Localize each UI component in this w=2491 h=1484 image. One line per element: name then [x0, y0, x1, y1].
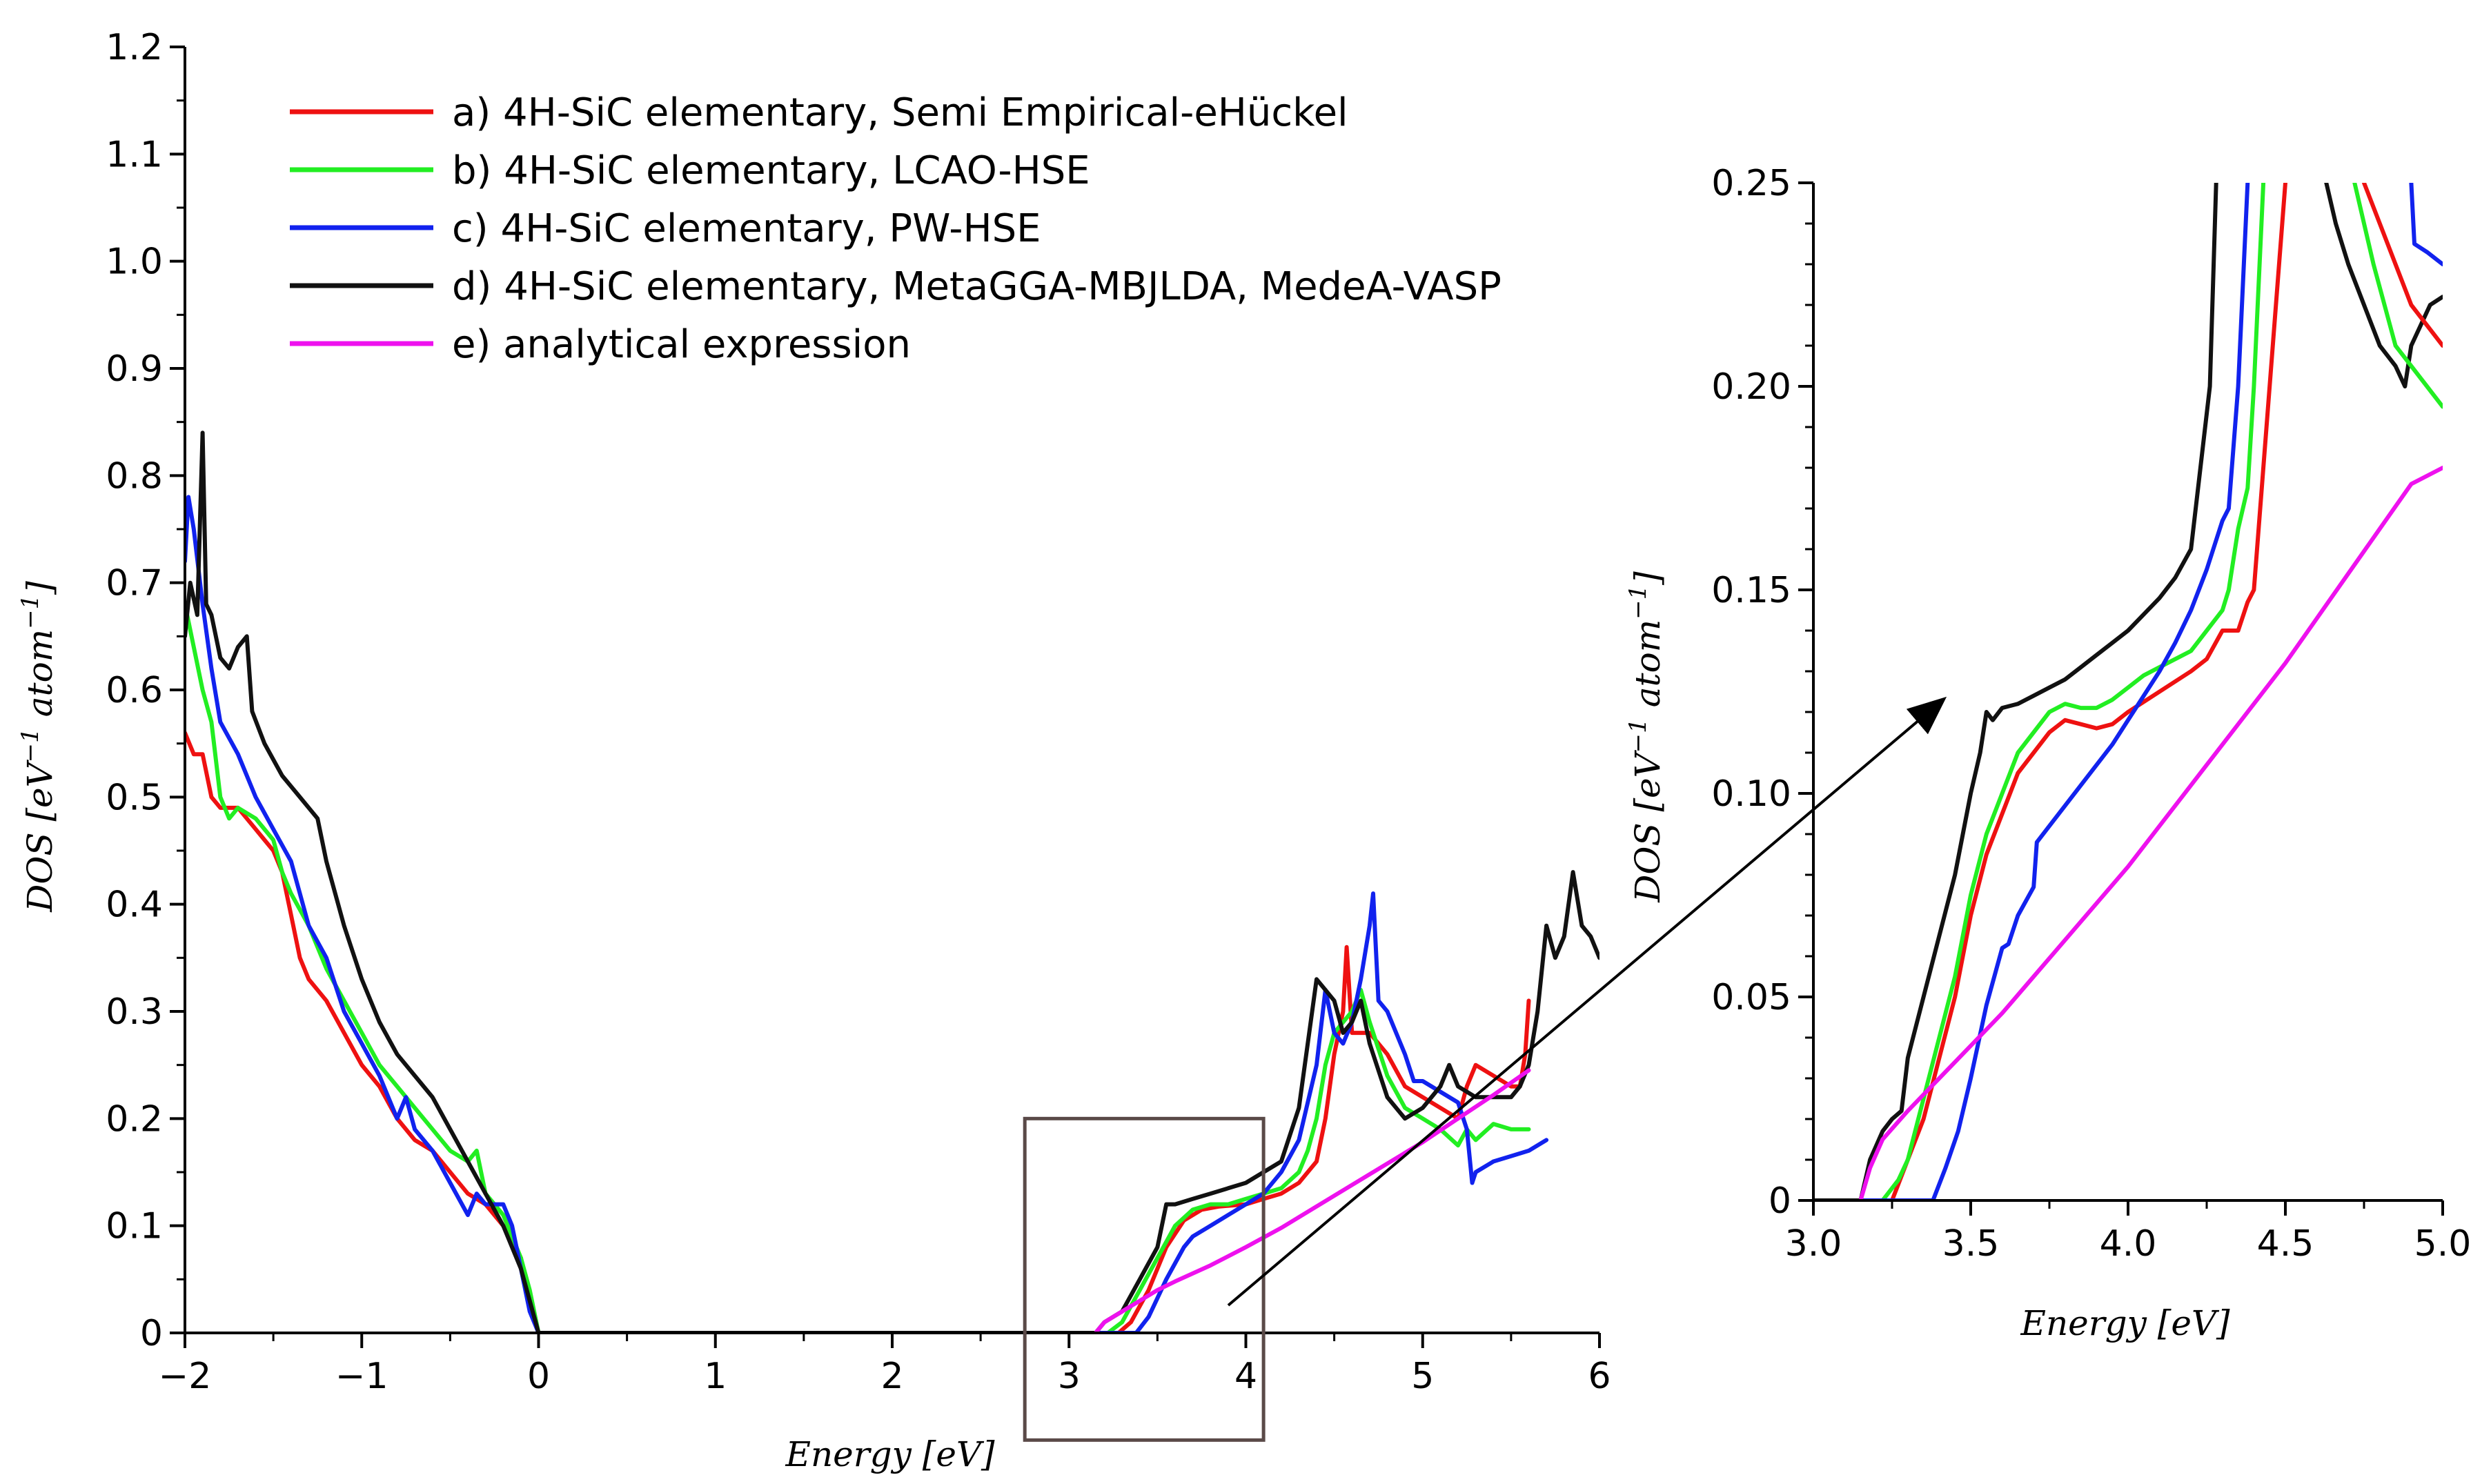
main-y-tick-label: 0.4 [106, 884, 163, 926]
main-axes [170, 46, 1601, 1348]
main-y-tick-label: 1.2 [106, 27, 163, 68]
legend-label-3: d) 4H-SiC elementary, MetaGGA-MBJLDA, Me… [452, 264, 1502, 309]
zoom-arrow [1227, 696, 1947, 1307]
legend-label-2: c) 4H-SiC elementary, PW-HSE [452, 206, 1041, 251]
main-x-tick-label: 2 [880, 1356, 903, 1397]
main-y-tick-label: 0.6 [106, 670, 163, 711]
main-y-tick-label: 0.7 [106, 563, 163, 604]
legend-label-1: b) 4H-SiC elementary, LCAO-HSE [452, 148, 1090, 193]
legend-label-0: a) 4H-SiC elementary, Semi Empirical-eHü… [452, 90, 1348, 135]
inset-x-tick-label: 4.0 [2100, 1223, 2157, 1265]
main-x-tick-label: 6 [1588, 1356, 1611, 1397]
legend-label-4: e) analytical expression [452, 322, 911, 367]
main-x-axis-title: Energy [eV] [785, 1434, 995, 1474]
main-y-tick-label: 0.3 [106, 991, 163, 1033]
inset-series-b-line [1813, 183, 2266, 1200]
inset-x-tick-label: 3.5 [1942, 1223, 2000, 1265]
inset-plot: 3.0 3.5 4.0 4.5 5.0 0 0.05 0.10 0.15 0.20 0.25 Ene… [1624, 163, 2471, 1343]
main-x-tick-label: 4 [1234, 1356, 1257, 1397]
inset-y-tick-label: 0.20 [1711, 366, 1791, 408]
inset-y-tick-label: 0 [1769, 1180, 1791, 1222]
main-x-tick-label: 1 [704, 1356, 727, 1397]
inset-axes [1798, 181, 2444, 1216]
main-tick-labels: −2 −1 0 1 2 3 4 5 6 0 0.1 0.2 0.3 0.4 0.5 0.6 0.7 0.8 0.9 1… [106, 27, 1611, 1397]
main-series-c-line [185, 495, 1549, 1333]
main-x-tick-label: −2 [159, 1356, 212, 1397]
inset-y-tick-label: 0.10 [1711, 773, 1791, 815]
main-y-tick-label: 0 [140, 1313, 163, 1354]
inset-x-tick-label: 4.5 [2257, 1223, 2314, 1265]
main-y-tick-label: 1.0 [106, 241, 163, 283]
main-x-tick-label: 0 [527, 1356, 550, 1397]
inset-series-a-right-line [2362, 183, 2443, 348]
inset-series-b-right-line [2352, 183, 2443, 409]
inset-y-axis-title: DOS [eV−1 atom−1] [1624, 571, 1668, 903]
main-x-tick-label: 3 [1058, 1356, 1081, 1397]
main-y-tick-label: 0.2 [106, 1098, 163, 1140]
inset-series-a-line [1813, 183, 2287, 1200]
main-y-tick-label: 0.8 [106, 455, 163, 497]
main-y-axis-title: DOS [eV−1 atom−1] [17, 581, 60, 913]
main-x-tick-label: 5 [1411, 1356, 1434, 1397]
main-plot: −2 −1 0 1 2 3 4 5 6 0 0.1 0.2 0.3 0.4 0.5 0.6 0.7 0.8 0.9 1… [17, 27, 1611, 1474]
inset-y-tick-label: 0.25 [1711, 163, 1791, 204]
inset-series-e-line [1858, 466, 2443, 1200]
main-y-tick-label: 0.5 [106, 777, 163, 818]
inset-series-lines [1813, 183, 2443, 1200]
main-series-a-line [185, 731, 1531, 1333]
zoom-region-box [1023, 1116, 1266, 1442]
main-y-tick-label: 1.1 [106, 134, 163, 175]
legend: a) 4H-SiC elementary, Semi Empirical-eHü… [290, 90, 1502, 367]
main-series-b-line [185, 602, 1531, 1333]
main-x-tick-label: −1 [335, 1356, 388, 1397]
main-y-tick-label: 0.1 [106, 1206, 163, 1247]
main-series-d-line [185, 431, 1599, 1333]
main-series-lines [185, 431, 1599, 1333]
inset-series-c-right-line [2409, 183, 2443, 266]
inset-y-tick-label: 0.05 [1711, 977, 1791, 1018]
inset-series-d-line [1813, 183, 2218, 1200]
inset-x-tick-label: 5.0 [2414, 1223, 2472, 1265]
inset-y-tick-label: 0.15 [1711, 570, 1791, 611]
main-y-tick-label: 0.9 [106, 348, 163, 390]
inset-x-axis-title: Energy [eV] [2020, 1303, 2230, 1343]
inset-x-tick-label: 3.0 [1785, 1223, 1842, 1265]
inset-tick-labels: 3.0 3.5 4.0 4.5 5.0 0 0.05 0.10 0.15 0.20 0.25 [1711, 163, 2471, 1265]
inset-series-c-line [1813, 183, 2250, 1200]
